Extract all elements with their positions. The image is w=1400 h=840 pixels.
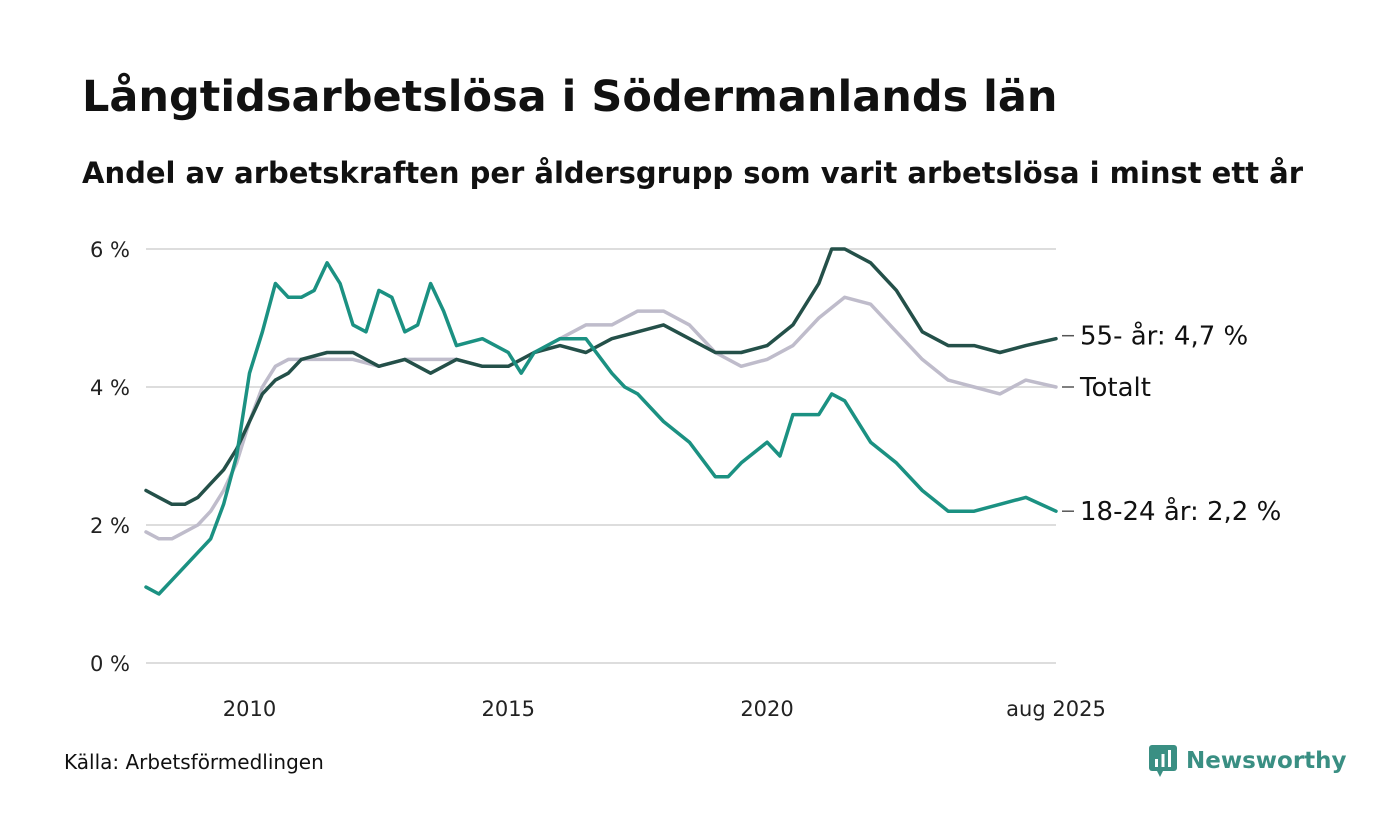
series-end-label: 18-24 år: 2,2 % xyxy=(1080,496,1281,527)
y-tick-label: 4 % xyxy=(90,376,130,400)
gridlines xyxy=(146,248,1056,664)
y-tick-label: 2 % xyxy=(90,514,130,538)
x-tick-label: 2010 xyxy=(223,697,276,721)
chart-title: Långtidsarbetslösa i Södermanlands län xyxy=(82,72,1058,122)
newsworthy-logo-icon xyxy=(1149,745,1177,777)
y-tick-label: 0 % xyxy=(90,652,130,676)
series-line-0 xyxy=(144,295,1058,541)
series-line-1 xyxy=(144,247,1058,507)
x-tick-label: aug 2025 xyxy=(1006,697,1106,721)
x-tick-label: 2020 xyxy=(740,697,793,721)
series-labels: Totalt 55- år: 4,7 % 18-24 år: 2,2 % xyxy=(1062,321,1281,527)
source-note: Källa: Arbetsförmedlingen xyxy=(64,750,324,774)
series-end-label: 55- år: 4,7 % xyxy=(1080,321,1248,352)
series-end-label: Totalt xyxy=(1079,373,1151,403)
brand-name: Newsworthy xyxy=(1186,748,1347,774)
x-tick-label: 2015 xyxy=(482,697,535,721)
series-lines xyxy=(144,247,1058,596)
y-tick-label: 6 % xyxy=(90,238,130,262)
series-line-2 xyxy=(144,261,1058,596)
y-axis-ticks: 0 % 2 % 4 % 6 % xyxy=(90,238,130,676)
brand-logo[interactable]: Newsworthy xyxy=(1148,744,1347,778)
chart-subtitle: Andel av arbetskraften per åldersgrupp s… xyxy=(82,156,1304,190)
x-axis-ticks: 2010 2015 2020 aug 2025 xyxy=(223,697,1106,721)
